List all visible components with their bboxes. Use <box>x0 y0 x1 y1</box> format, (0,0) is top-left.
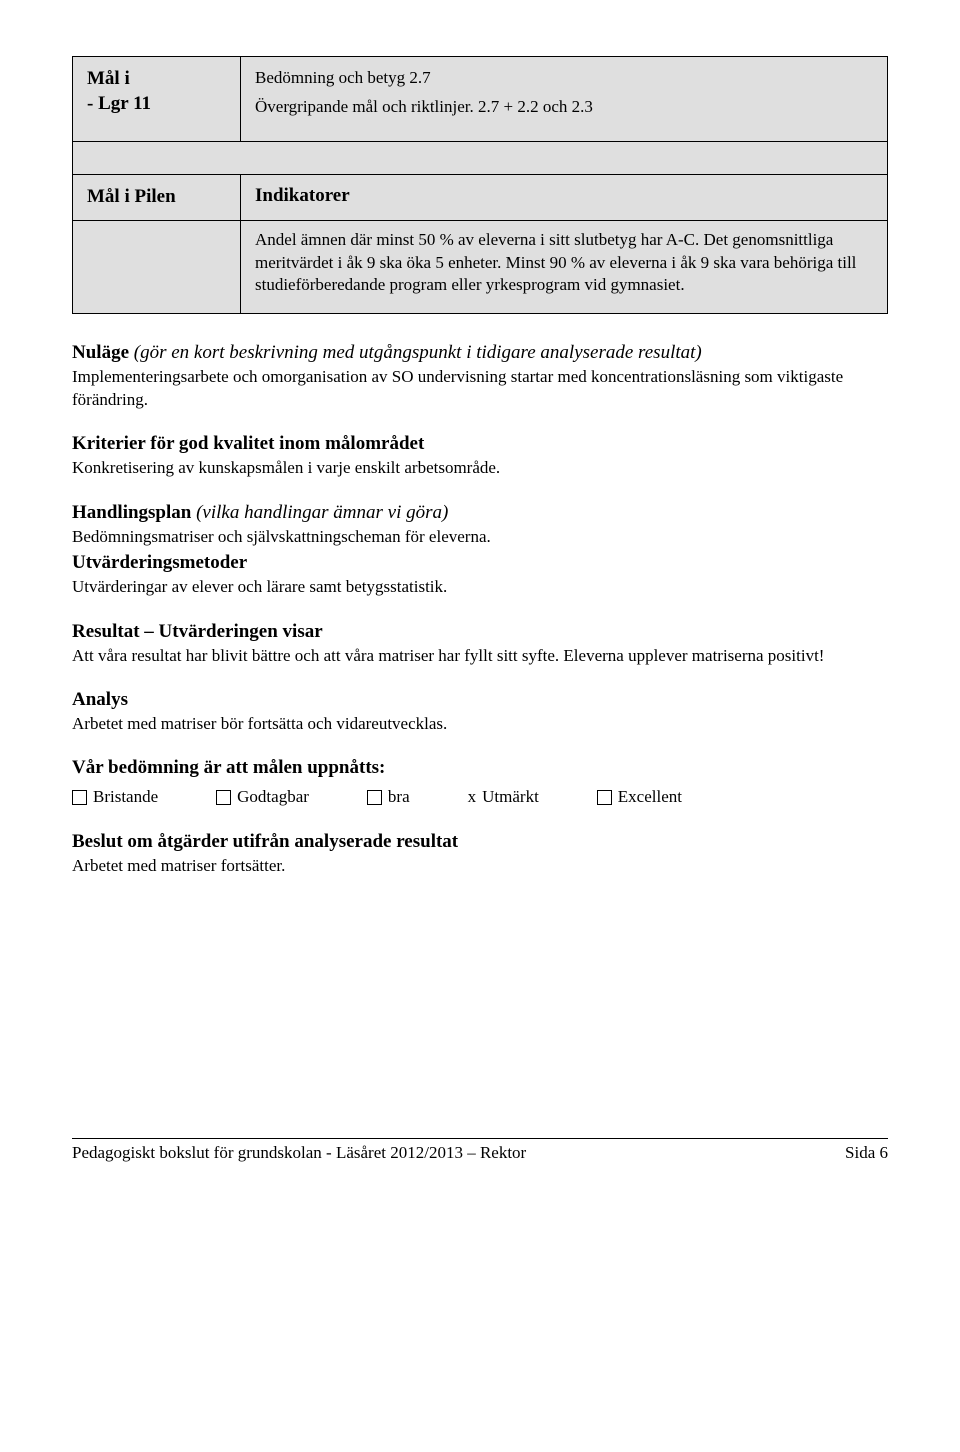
section-kriterier: Kriterier för god kvalitet inom målområd… <box>72 433 888 479</box>
cell-empty <box>73 220 241 314</box>
rating-row: Bristande Godtagbar bra x Utmärkt Excell… <box>72 787 888 807</box>
utvarderingsmetoder-heading: Utvärderingsmetoder <box>72 552 888 574</box>
rating-label: Godtagbar <box>237 787 309 807</box>
checkbox-icon <box>367 790 382 805</box>
section-analys: Analys Arbetet med matriser bör fortsätt… <box>72 689 888 735</box>
indikatorer-label: Indikatorer <box>255 185 873 207</box>
rating-bra[interactable]: bra <box>367 787 410 807</box>
handlingsplan-heading: Handlingsplan (vilka handlingar ämnar vi… <box>72 502 888 524</box>
cell-bedomning: Bedömning och betyg 2.7 Övergripande mål… <box>241 57 888 142</box>
table-spacer <box>73 141 888 174</box>
beslut-heading: Beslut om åtgärder utifrån analyserade r… <box>72 831 888 853</box>
section-bedomning: Vår bedömning är att målen uppnåtts: Bri… <box>72 757 888 807</box>
checkbox-icon <box>216 790 231 805</box>
bedomning-heading: Vår bedömning är att målen uppnåtts: <box>72 757 888 779</box>
rating-utmarkt-selected[interactable]: x Utmärkt <box>468 787 539 807</box>
cell-mal-i-pilen: Mål i Pilen <box>73 174 241 220</box>
resultat-body: Att våra resultat har blivit bättre och … <box>72 645 888 667</box>
nulage-head-text: Nuläge <box>72 342 129 363</box>
cell-mal-i-lgr11: Mål i - Lgr 11 <box>73 57 241 142</box>
rating-godtagbar[interactable]: Godtagbar <box>216 787 309 807</box>
section-beslut: Beslut om åtgärder utifrån analyserade r… <box>72 831 888 877</box>
kriterier-heading: Kriterier för god kvalitet inom målområd… <box>72 433 888 455</box>
handlingsplan-paren: (vilka handlingar ämnar vi göra) <box>191 502 448 523</box>
beslut-body: Arbetet med matriser fortsätter. <box>72 855 888 877</box>
checkbox-icon <box>72 790 87 805</box>
utvarderingsmetoder-body: Utvärderingar av elever och lärare samt … <box>72 576 888 598</box>
rating-label: bra <box>388 787 410 807</box>
cell-indikatorer-head: Indikatorer <box>241 174 888 220</box>
page: Mål i - Lgr 11 Bedömning och betyg 2.7 Ö… <box>0 0 960 1203</box>
analys-heading: Analys <box>72 689 888 711</box>
nulage-heading: Nuläge (gör en kort beskrivning med utgå… <box>72 342 888 364</box>
checkbox-icon <box>597 790 612 805</box>
rating-label: Utmärkt <box>482 787 539 807</box>
kriterier-body: Konkretisering av kunskapsmålen i varje … <box>72 457 888 479</box>
nulage-body: Implementeringsarbete och omorganisation… <box>72 366 888 411</box>
bedomning-line1: Bedömning och betyg 2.7 <box>255 67 873 90</box>
handlingsplan-body: Bedömningsmatriser och självskattningsch… <box>72 526 888 548</box>
rating-excellent[interactable]: Excellent <box>597 787 682 807</box>
goals-table: Mål i - Lgr 11 Bedömning och betyg 2.7 Ö… <box>72 56 888 314</box>
handlingsplan-head-text: Handlingsplan <box>72 502 191 523</box>
indikatorer-text: Andel ämnen där minst 50 % av eleverna i… <box>255 229 873 298</box>
bedomning-line2: Övergripande mål och riktlinjer. 2.7 + 2… <box>255 96 873 119</box>
rating-label: Bristande <box>93 787 158 807</box>
rating-label: Excellent <box>618 787 682 807</box>
rating-x-mark: x <box>468 787 477 807</box>
section-resultat: Resultat – Utvärderingen visar Att våra … <box>72 621 888 667</box>
nulage-paren: (gör en kort beskrivning med utgångspunk… <box>129 342 702 363</box>
rating-bristande[interactable]: Bristande <box>72 787 158 807</box>
section-handlingsplan: Handlingsplan (vilka handlingar ämnar vi… <box>72 502 888 599</box>
cell-indikatorer-body: Andel ämnen där minst 50 % av eleverna i… <box>241 220 888 314</box>
section-nulage: Nuläge (gör en kort beskrivning med utgå… <box>72 342 888 411</box>
page-footer: Pedagogiskt bokslut för grundskolan - Lä… <box>72 1138 888 1163</box>
footer-divider <box>72 1138 888 1139</box>
footer-left-text: Pedagogiskt bokslut för grundskolan - Lä… <box>72 1143 526 1163</box>
resultat-heading: Resultat – Utvärderingen visar <box>72 621 888 643</box>
analys-body: Arbetet med matriser bör fortsätta och v… <box>72 713 888 735</box>
footer-page-number: Sida 6 <box>845 1143 888 1163</box>
mal-i-pilen-label: Mål i Pilen <box>87 185 226 210</box>
mal-i-lgr11-label: Mål i - Lgr 11 <box>87 67 226 116</box>
